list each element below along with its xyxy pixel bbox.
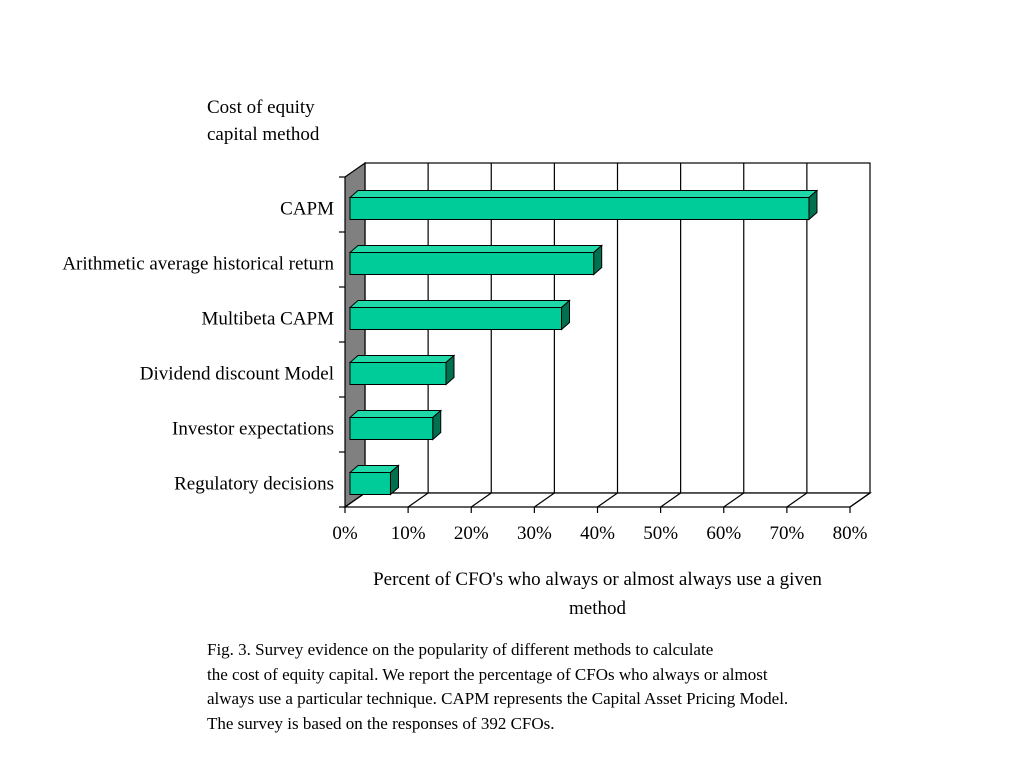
caption-line-4: The survey is based on the responses of … [207,713,555,733]
bar-top [348,245,604,253]
bars [348,189,819,496]
floor-gridline [660,492,681,508]
x-tick-label: 30% [517,523,552,544]
x-axis-title-line-1: Percent of CFO's who always or almost al… [373,569,822,590]
caption-line-1: Fig. 3. Survey evidence on the popularit… [207,640,714,659]
figure-caption: Fig. 3. Survey evidence on the popularit… [207,638,907,736]
floor-gridline [344,492,366,508]
bar [349,362,447,385]
x-axis-title: Percent of CFO's who always or almost al… [345,565,850,623]
floor-gridline [470,492,492,508]
x-tick-label: 60% [706,523,741,544]
x-tick-label: 20% [454,523,489,544]
bar [349,197,810,220]
caption-line-2: the cost of equity capital. We report th… [207,664,768,684]
y-axis-title: Cost of equity capital method [207,94,407,148]
category-label: Investor expectations [172,419,334,440]
bar-top [348,355,456,363]
y-axis-title-line-1: Cost of equity [207,97,315,118]
category-label: Multibeta CAPM [202,309,335,330]
x-tick-label: 10% [391,523,426,544]
bar-top [348,300,571,308]
floor-gridline [534,492,555,508]
x-axis-title-line-2: method [569,598,626,619]
x-tick-label: 40% [580,523,615,544]
bar [349,307,563,330]
category-label: Dividend discount Model [140,364,334,385]
category-label: Arithmetic average historical return [62,254,334,275]
x-tick-labels: 0% 10% 20% 30% 40% 50% 60% 70% 80% [332,523,867,544]
x-tick-label: 0% [332,523,358,544]
floor-gridline [597,492,618,508]
floor-gridline [786,492,808,508]
x-tick-label: 70% [769,523,804,544]
floor-gridline [407,492,429,508]
bar-top [348,410,443,418]
bar [349,472,391,495]
category-label: CAPM [280,199,334,220]
bar [349,252,595,275]
x-tick-label: 50% [643,523,678,544]
bar [349,417,434,440]
y-axis-title-line-2: capital method [207,124,320,145]
caption-line-3: always use a particular technique. CAPM … [207,689,789,708]
x-tick-label: 80% [833,523,868,544]
floor-gridline [723,492,745,508]
category-labels: CAPM Arithmetic average historical return… [62,199,334,495]
category-label: Regulatory decisions [174,474,334,495]
floor-gridline [849,492,871,508]
bar-top [348,190,819,198]
